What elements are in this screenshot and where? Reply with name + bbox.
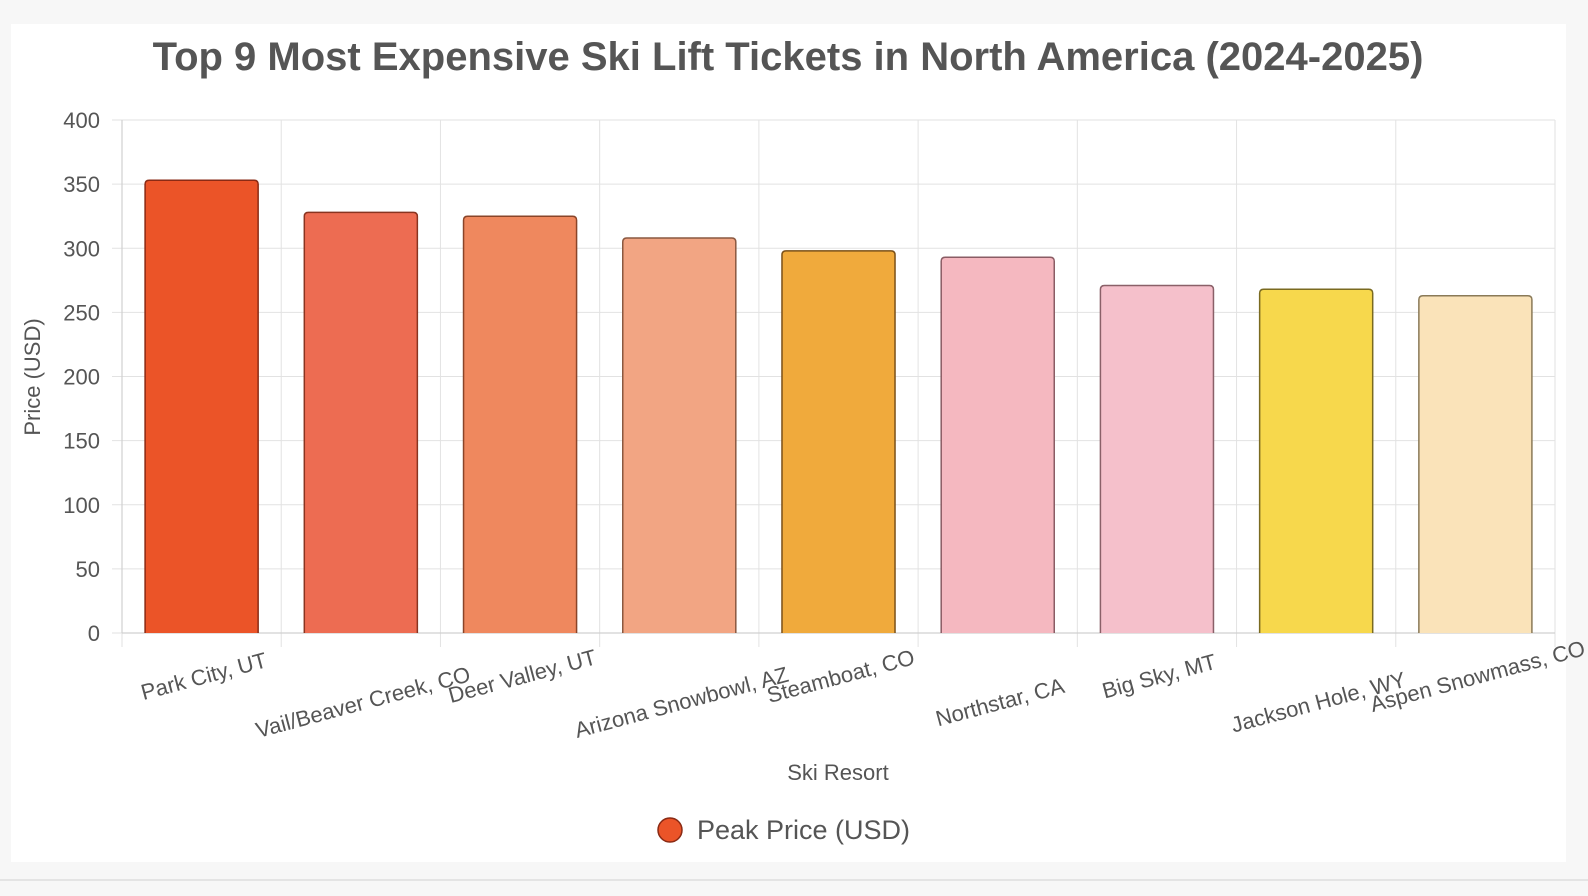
x-tick-label-4: Arizona Snowbowl, AZ: [572, 662, 791, 743]
y-tick-label-1: 50: [76, 557, 100, 582]
bar-1[interactable]: [144, 179, 259, 633]
y-tick-label-5: 250: [63, 300, 100, 325]
x-tick-label-6: Northstar, CA: [933, 673, 1067, 731]
y-axis-ticks: 0 50 100 150 200 250 300 350 400: [63, 108, 100, 646]
bar-5[interactable]: [781, 250, 896, 633]
y-tick-label-7: 350: [63, 172, 100, 197]
x-tick-label-7: Big Sky, MT: [1099, 649, 1218, 703]
bottom-divider: [0, 879, 1588, 881]
y-tick-label-2: 100: [63, 493, 100, 518]
bar-8[interactable]: [1258, 288, 1374, 633]
bar-3[interactable]: [462, 215, 578, 633]
bars: [144, 179, 1533, 633]
bar-7[interactable]: [1099, 284, 1215, 633]
y-tick-label-4: 200: [63, 365, 100, 390]
y-tick-label-3: 150: [63, 429, 100, 454]
y-tick-label-6: 300: [63, 236, 100, 261]
legend-swatch: [657, 817, 683, 843]
x-tick-label-2: Vail/Beaver Creek, CO: [253, 662, 473, 743]
chart-title: Top 9 Most Expensive Ski Lift Tickets in…: [153, 35, 1424, 79]
y-axis-title: Price (USD): [20, 318, 45, 435]
bar-2[interactable]: [303, 211, 419, 633]
y-tick-label-0: 0: [88, 621, 100, 646]
y-tick-label-8: 400: [63, 108, 100, 133]
x-axis-title: Ski Resort: [787, 760, 888, 785]
x-tick-label-1: Park City, UT: [138, 647, 269, 705]
bar-6[interactable]: [940, 256, 1055, 633]
legend[interactable]: Peak Price (USD): [657, 815, 910, 845]
bar-9[interactable]: [1418, 294, 1533, 633]
bar-4[interactable]: [622, 237, 737, 633]
legend-label: Peak Price (USD): [697, 815, 910, 845]
